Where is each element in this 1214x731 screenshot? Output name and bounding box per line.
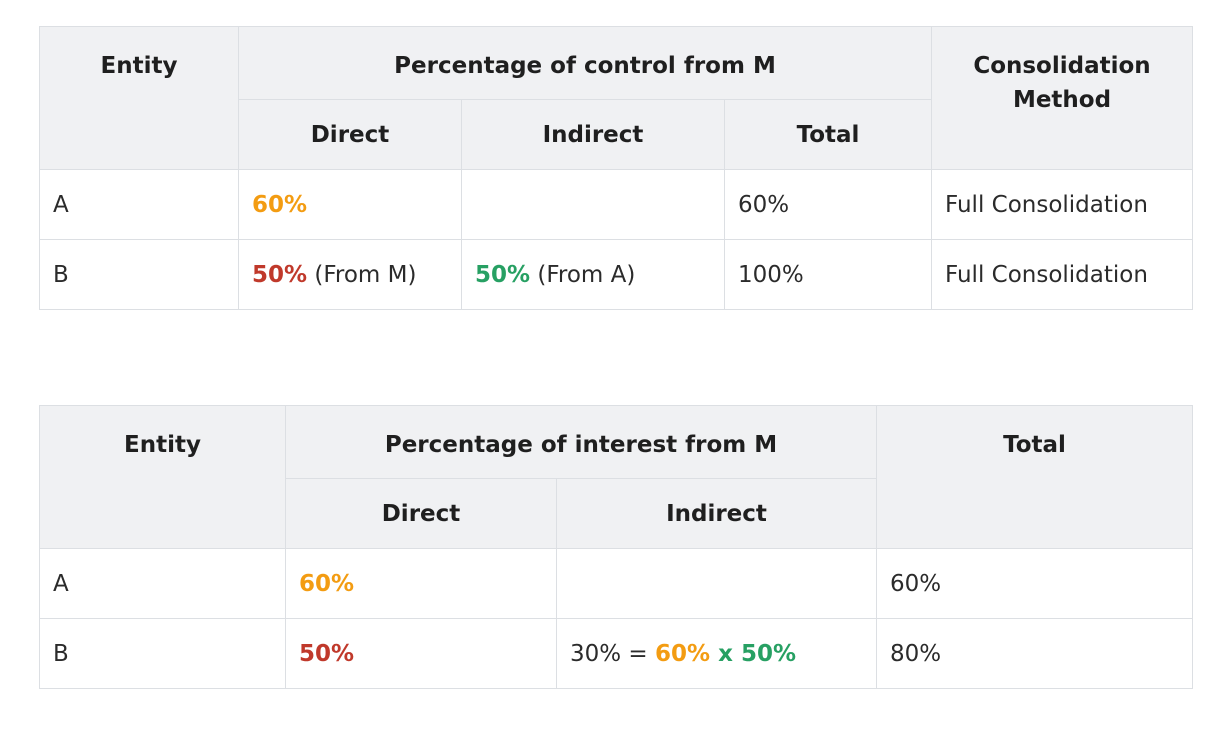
method-cell: Full Consolidation — [931, 239, 1193, 310]
table-row: A 60% 60% — [39, 548, 1193, 619]
indirect-header: Indirect — [556, 478, 877, 549]
direct-header: Direct — [285, 478, 557, 549]
direct-percentage: 50% — [299, 640, 355, 667]
table-row: B 50% (From M) 50% (From A) 100% Full Co… — [39, 239, 1193, 310]
total-cell: 100% — [724, 239, 932, 310]
control-table: Entity Percentage of control from M Cons… — [39, 26, 1193, 310]
table-row: A 60% 60% Full Consolidation — [39, 169, 1193, 240]
indirect-percentage: 50% — [475, 261, 531, 288]
direct-percentage: 60% — [299, 570, 355, 597]
indirect-factor-b: 50% — [740, 640, 797, 667]
control-subheader-row: Direct Indirect Total — [40, 99, 1193, 170]
total-cell: 60% — [876, 548, 1193, 619]
interest-subheader-row: Direct Indirect — [40, 478, 1193, 549]
total-cell: 60% — [724, 169, 932, 240]
table-row: B 50% 30% = 60% x 50% 80% — [39, 618, 1193, 689]
control-percentage-header: Percentage of control from M — [238, 26, 932, 100]
total-header: Total — [876, 405, 1193, 549]
direct-note: (From M) — [307, 261, 417, 288]
indirect-header: Indirect — [461, 99, 725, 170]
consolidation-method-header: Consolidation Method — [931, 26, 1193, 170]
entity-header: Entity — [39, 26, 239, 170]
direct-cell: 60% — [285, 548, 557, 619]
indirect-cell — [461, 169, 725, 240]
entity-cell: B — [39, 618, 286, 689]
indirect-equals: = — [621, 640, 656, 667]
entity-header: Entity — [39, 405, 286, 549]
indirect-factor-a: 60% — [655, 640, 711, 667]
direct-cell: 60% — [238, 169, 462, 240]
direct-percentage: 60% — [252, 191, 308, 218]
indirect-note: (From A) — [530, 261, 636, 288]
indirect-times: x — [710, 640, 741, 667]
direct-cell: 50% (From M) — [238, 239, 462, 310]
entity-cell: A — [39, 169, 239, 240]
entity-cell: A — [39, 548, 286, 619]
direct-cell: 50% — [285, 618, 557, 689]
control-header-row: Entity Percentage of control from M Cons… — [39, 26, 1193, 170]
method-cell: Full Consolidation — [931, 169, 1193, 240]
indirect-result: 30% — [570, 640, 622, 667]
indirect-cell: 50% (From A) — [461, 239, 725, 310]
interest-percentage-header: Percentage of interest from M — [285, 405, 877, 479]
total-cell: 80% — [876, 618, 1193, 689]
indirect-cell — [556, 548, 877, 619]
interest-header-row: Entity Percentage of interest from M Tot… — [39, 405, 1193, 549]
entity-cell: B — [39, 239, 239, 310]
direct-percentage: 50% — [252, 261, 308, 288]
direct-header: Direct — [238, 99, 462, 170]
interest-table: Entity Percentage of interest from M Tot… — [39, 405, 1193, 689]
total-header: Total — [724, 99, 932, 170]
indirect-cell: 30% = 60% x 50% — [556, 618, 877, 689]
